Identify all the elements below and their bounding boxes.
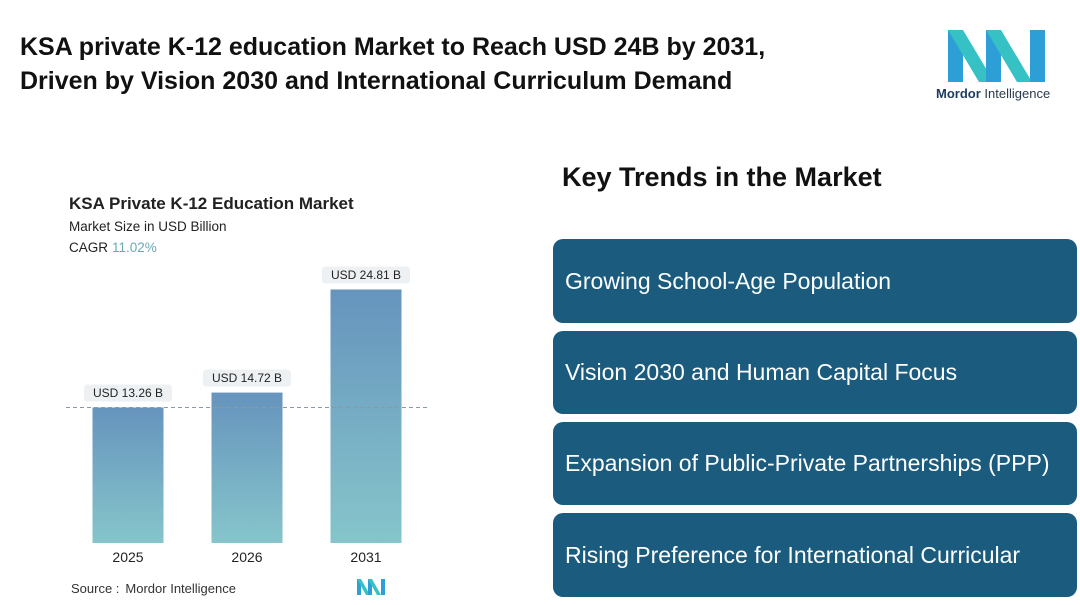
source-label: Source : (71, 581, 120, 596)
mordor-logo-icon (948, 30, 1045, 82)
trend-label: Expansion of Public-Private Partnerships… (565, 450, 1050, 476)
value-label-bg (203, 369, 291, 387)
trend-label: Vision 2030 and Human Capital Focus (565, 359, 958, 385)
logo-suffix: Intelligence (984, 86, 1051, 101)
x-tick-2026: 2026 (231, 549, 262, 565)
trend-label: Growing School-Age Population (565, 267, 892, 294)
page-headline: KSA private K-12 education Market to Rea… (20, 30, 900, 98)
trend-card-ppp: Expansion of Public-Private Partnerships… (553, 422, 1077, 505)
trend-label: Rising Preference for International Curr… (565, 541, 1021, 568)
chart-subtitle: Market Size in USD Billion (69, 219, 227, 234)
headline-line-2: Driven by Vision 2030 and International … (20, 67, 733, 95)
value-label-2031: USD 24.81 B (331, 268, 401, 282)
cagr-value: 11.02% (112, 240, 157, 255)
bar-2025 (92, 407, 164, 543)
market-size-bar-chart: USD 13.26 B 2025 USD 14.72 B 2026 USD 24.81 … (66, 266, 430, 565)
logo-wordmark: Mordor Intelligence (936, 86, 1056, 101)
bar-2026 (211, 392, 283, 543)
x-tick-2025: 2025 (112, 549, 143, 565)
value-label-bg (84, 384, 172, 402)
bar-2031 (330, 289, 402, 543)
trend-card-vision-2030: Vision 2030 and Human Capital Focus (553, 331, 1077, 414)
chart-title: KSA Private K-12 Education Market (69, 194, 354, 213)
x-tick-2031: 2031 (350, 549, 381, 565)
value-label-2025: USD 13.26 B (93, 386, 163, 400)
source-name: Mordor Intelligence (125, 581, 236, 596)
trend-card-international-curricular: Rising Preference for International Curr… (553, 513, 1077, 597)
trend-card-school-age-population: Growing School-Age Population (553, 239, 1077, 323)
mordor-mini-logo-icon (357, 579, 385, 595)
value-label-2026: USD 14.72 B (212, 371, 282, 385)
chart-source: Source : Mordor Intelligence (71, 581, 236, 596)
cagr-label: CAGR (69, 240, 109, 255)
cagr-row: CAGR 11.02% (69, 240, 157, 255)
logo-brand: Mordor (936, 86, 981, 101)
trends-title: Key Trends in the Market (562, 162, 882, 192)
headline-line-1: KSA private K-12 education Market to Rea… (20, 33, 766, 61)
value-label-bg (322, 266, 410, 284)
